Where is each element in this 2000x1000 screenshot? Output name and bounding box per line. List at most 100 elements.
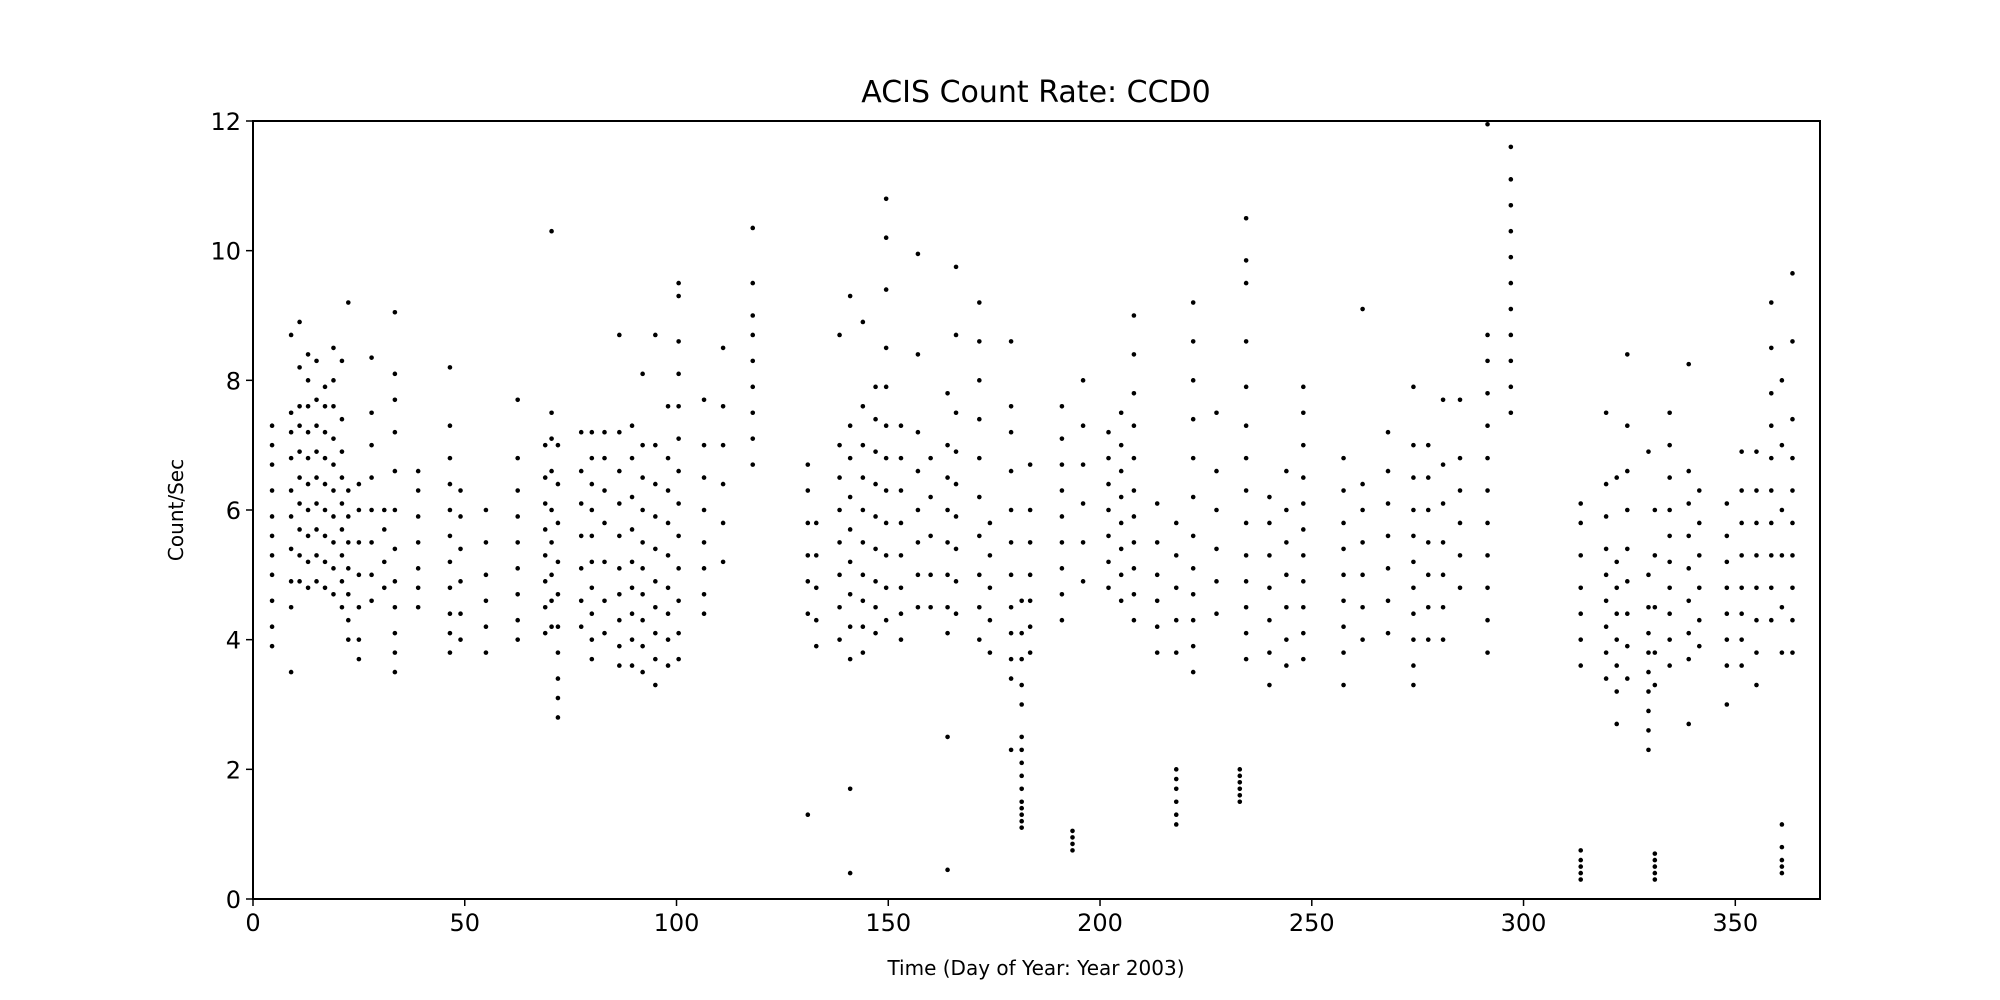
data-point [483,507,489,513]
data-point [953,514,959,519]
data-point [1190,300,1196,305]
data-point [381,559,387,565]
data-point [1301,501,1306,506]
data-point [483,540,489,545]
data-point [415,585,421,591]
data-point [813,520,819,526]
data-point [1485,332,1490,338]
data-point [883,488,889,493]
data-point [1019,818,1024,824]
data-point [1027,624,1033,629]
data-point [1080,378,1086,383]
data-point [665,611,671,617]
data-point [381,507,387,513]
data-point [873,630,878,636]
data-point [1008,403,1014,409]
data-point [356,507,362,513]
data-point [1154,540,1160,545]
data-point [1360,572,1365,578]
data-point [1485,520,1490,526]
data-point [1686,598,1692,604]
data-point [1131,313,1137,318]
data-point [602,520,607,526]
data-point [555,481,561,487]
data-point [1341,624,1346,629]
x-axis-label: Time (Day of Year: Year 2003) [886,956,1184,980]
data-point [602,488,607,493]
data-point [928,572,933,578]
data-point [1696,520,1702,526]
data-point [1214,611,1219,617]
data-point [305,455,311,461]
data-point [1646,708,1651,714]
data-point [1779,553,1785,558]
data-point [549,468,554,474]
data-point [515,455,520,461]
data-point [1768,553,1774,558]
x-tick-label: 0 [245,909,260,937]
data-point [1173,553,1179,558]
data-point [542,553,548,558]
data-point [617,332,622,338]
data-point [1646,604,1651,610]
data-point [1614,611,1620,617]
data-point [447,650,453,655]
data-point [1214,546,1219,552]
data-point [339,501,345,506]
data-point [1385,429,1391,435]
data-point [873,384,878,390]
data-point [345,637,351,642]
x-tick-label: 250 [1289,909,1335,937]
data-point [676,630,681,636]
data-point [1614,663,1620,668]
data-point [665,455,671,461]
data-point [269,572,275,578]
data-point [915,468,921,474]
data-point [1385,598,1391,604]
data-point [1646,747,1651,753]
data-point [676,566,681,571]
data-point [1485,585,1490,591]
data-point [555,650,561,655]
data-point [331,436,336,441]
data-point [847,293,853,299]
data-point [314,397,319,403]
data-point [1578,848,1584,853]
data-point [297,423,302,429]
data-point [602,429,607,435]
data-point [415,488,421,493]
data-point [1008,339,1014,344]
data-point [653,630,658,636]
data-point [1667,559,1672,565]
data-point [1284,468,1289,474]
data-point [750,225,756,231]
data-point [345,300,351,305]
data-point [1237,786,1243,792]
data-point [873,546,878,552]
data-point [345,566,351,571]
data-point [415,604,421,610]
data-point [555,442,561,448]
data-point [1008,604,1014,610]
data-point [1646,630,1651,636]
data-point [629,423,635,429]
data-point [860,442,866,448]
data-point [515,637,520,642]
data-point [1284,604,1289,610]
data-point [555,624,561,629]
data-point [1457,520,1463,526]
data-point [1190,617,1196,623]
data-point [314,475,319,480]
data-point [629,611,635,617]
data-point [1686,501,1692,506]
data-point [1190,494,1196,500]
data-point [1154,624,1160,629]
data-point [1059,403,1065,409]
data-point [483,598,489,604]
data-point [1779,864,1785,869]
data-point [1754,682,1759,688]
data-point [297,553,302,558]
y-tick-label: 12 [210,108,241,136]
data-point [945,604,950,610]
data-point [1411,475,1416,480]
